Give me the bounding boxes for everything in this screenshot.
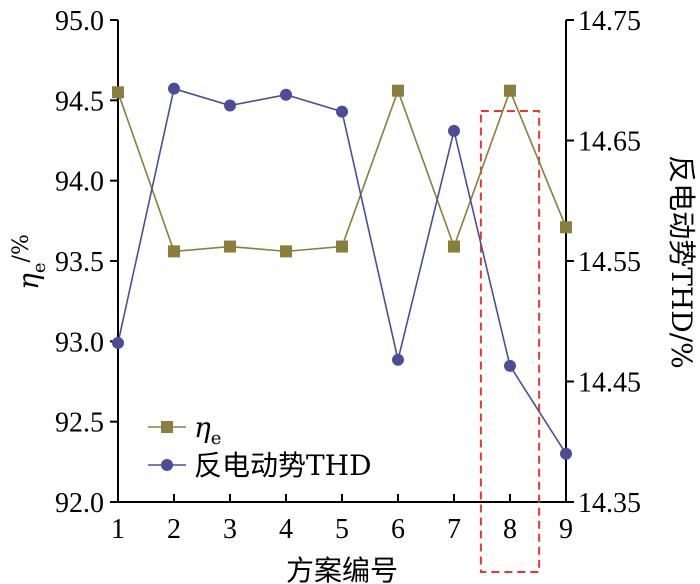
legend-eta-sub: e [211, 428, 222, 449]
legend-label-eta: ηe [194, 411, 221, 449]
right-y-tick-label-14.35: 14.35 [578, 488, 641, 519]
series-1-point-6 [392, 353, 404, 366]
left-y-tick-label-95.0: 95.0 [55, 6, 104, 37]
right-y-tick-label-14.45: 14.45 [578, 368, 641, 399]
series-0-point-4 [280, 245, 292, 258]
x-tick-label-2: 2 [167, 514, 181, 545]
left-y-title-symbol: η [12, 273, 45, 290]
right-y-axis-title: 反电动势THD/% [665, 155, 698, 369]
x-axis-title: 方案编号 [286, 554, 398, 584]
legend: ηe 反电动势THD [148, 411, 372, 482]
series-0-point-2 [168, 245, 180, 258]
left-y-axis-title: ηe/% [9, 234, 50, 290]
left-y-tick-label-94.5: 94.5 [55, 86, 104, 117]
legend-marker-thd [161, 459, 173, 471]
series-0-point-9 [560, 221, 572, 234]
series-1-point-2 [168, 82, 180, 95]
left-y-tick-label-92.0: 92.0 [55, 488, 104, 519]
left-y-tick-label-93.0: 93.0 [55, 327, 104, 358]
series-layer [112, 82, 572, 460]
series-0-point-1 [112, 86, 124, 99]
x-tick-label-8: 8 [503, 514, 517, 545]
series-1-point-8 [504, 359, 516, 372]
x-ticks: 1 2 3 4 5 6 7 8 9 [111, 494, 573, 545]
series-1-point-1 [112, 336, 124, 349]
right-y-tick-label-14.75: 14.75 [578, 6, 641, 37]
left-y-ticks: 92.0 92.5 93.0 93.5 94.0 94.5 95.0 [55, 6, 118, 519]
series-0-point-5 [336, 240, 348, 253]
right-y-tick-label-14.65: 14.65 [578, 127, 641, 158]
series-line-1 [117, 87, 567, 455]
series-1-point-3 [224, 99, 236, 112]
x-tick-label-5: 5 [335, 514, 349, 545]
series-0-point-3 [224, 240, 236, 253]
legend-marker-eta [161, 421, 173, 433]
series-1-point-7 [448, 124, 460, 137]
right-y-ticks: 14.35 14.45 14.55 14.65 14.75 [566, 6, 641, 519]
left-y-tick-label-92.5: 92.5 [55, 408, 104, 439]
left-y-title-unit: /% [9, 234, 34, 262]
x-tick-label-3: 3 [223, 514, 237, 545]
x-tick-label-7: 7 [447, 514, 461, 545]
x-tick-label-9: 9 [559, 514, 573, 545]
series-0-point-6 [392, 84, 404, 97]
x-tick-label-1: 1 [111, 514, 125, 545]
right-y-tick-label-14.55: 14.55 [578, 247, 641, 278]
legend-label-thd: 反电动势THD [194, 449, 372, 482]
x-tick-label-4: 4 [279, 514, 293, 545]
left-y-tick-label-94.0: 94.0 [55, 167, 104, 198]
series-1-point-4 [280, 88, 292, 101]
legend-eta-symbol: η [194, 411, 211, 444]
x-tick-label-6: 6 [391, 514, 405, 545]
series-0-point-7 [448, 240, 460, 253]
series-1-point-9 [560, 447, 572, 460]
left-y-title-sub: e [29, 262, 50, 273]
left-y-tick-label-93.5: 93.5 [55, 247, 104, 278]
series-1-point-5 [336, 105, 348, 118]
highlight-box [479, 110, 541, 573]
series-0-point-8 [504, 84, 516, 97]
